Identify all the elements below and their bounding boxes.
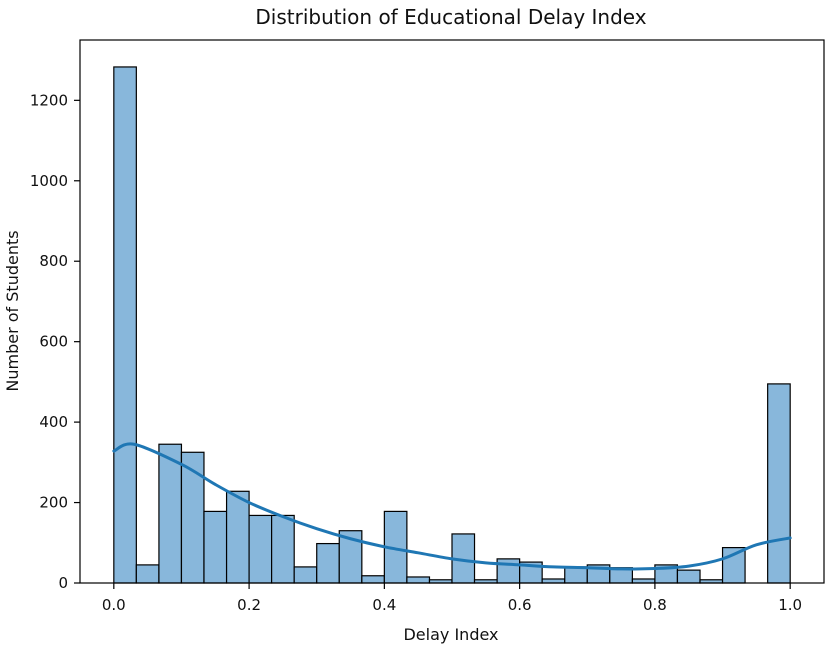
histogram-bar xyxy=(564,566,588,584)
histogram-bar xyxy=(293,566,318,584)
histogram-bar xyxy=(676,569,701,584)
kde-line xyxy=(112,442,792,571)
x-tick-label: 0.4 xyxy=(372,596,396,614)
histogram-bar xyxy=(767,383,791,584)
y-tick-label: 400 xyxy=(39,413,68,431)
y-tick-label: 0 xyxy=(58,574,68,592)
x-tick-label: 0.0 xyxy=(102,596,126,614)
x-axis: 0.0 0.2 0.4 0.6 0.8 1.0 xyxy=(102,583,802,614)
x-axis-label: Delay Index xyxy=(403,625,498,644)
histogram-bar xyxy=(271,514,295,584)
x-tick-label: 0.6 xyxy=(508,596,532,614)
chart-title: Distribution of Educational Delay Index xyxy=(255,5,646,29)
histogram-bar xyxy=(203,510,228,584)
histogram-bar xyxy=(113,66,137,584)
histogram-bar xyxy=(631,578,656,584)
y-tick-label: 600 xyxy=(39,333,68,351)
histogram-bar xyxy=(135,564,160,584)
y-tick-label: 1200 xyxy=(30,91,68,109)
histogram-bar xyxy=(225,490,250,584)
histogram-bar xyxy=(541,578,566,584)
y-tick-label: 200 xyxy=(39,494,68,512)
histogram-bar xyxy=(361,575,385,584)
plot-frame xyxy=(79,39,825,584)
histogram-bar xyxy=(248,514,273,584)
y-tick-label: 1000 xyxy=(30,172,68,190)
x-tick-label: 1.0 xyxy=(778,596,802,614)
histogram-bar xyxy=(158,443,183,584)
y-axis-label: Number of Students xyxy=(3,230,22,391)
x-tick-label: 0.8 xyxy=(643,596,667,614)
bars-layer xyxy=(113,66,791,584)
histogram-bar xyxy=(406,576,431,584)
y-tick-label: 800 xyxy=(39,252,68,270)
histogram-bar xyxy=(316,542,340,584)
y-axis: 0 200 400 600 800 1000 1200 xyxy=(30,91,80,592)
x-tick-label: 0.2 xyxy=(237,596,261,614)
